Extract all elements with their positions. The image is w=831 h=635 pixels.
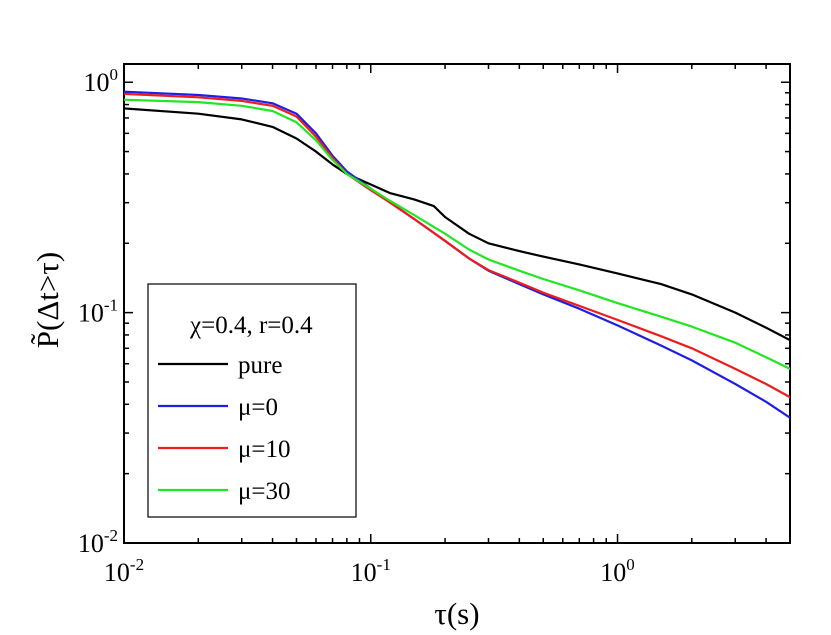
axis-ticks (123, 64, 791, 544)
legend: χ=0.4, r=0.4 pure μ=0 μ=10 μ=30 (147, 283, 357, 518)
series-lines (124, 90, 790, 419)
y-tick-label: 100 (84, 65, 119, 97)
plot-frame (123, 63, 791, 544)
legend-label-1: μ=0 (238, 394, 278, 421)
y-tick-labels: 10-2 10-1 100 (78, 65, 118, 558)
x-axis-label: τ(s) (434, 596, 479, 631)
legend-label-0: pure (238, 352, 282, 379)
legend-label-2: μ=10 (238, 436, 291, 463)
legend-label-3: μ=30 (238, 478, 291, 505)
series-line-2 (124, 92, 790, 399)
x-tick-label: 10-2 (104, 555, 144, 587)
legend-title: χ=0.4, r=0.4 (189, 312, 313, 339)
legend-entries: pure μ=0 μ=10 μ=30 (158, 352, 291, 505)
y-tick-label: 10-1 (78, 296, 118, 328)
x-tick-label: 100 (600, 555, 635, 587)
y-axis-label: P̃(Δt>τ) (30, 252, 65, 348)
series-line-3 (124, 98, 790, 370)
y-tick-label: 10-2 (78, 526, 118, 558)
series-line-0 (124, 107, 790, 342)
x-tick-labels: 10-2 10-1 100 (104, 555, 635, 587)
legend-box (147, 283, 357, 518)
x-tick-label: 10-1 (351, 555, 391, 587)
